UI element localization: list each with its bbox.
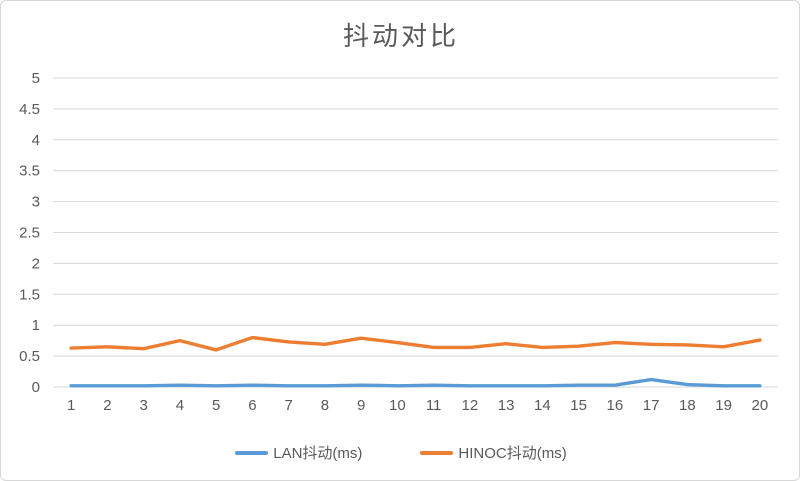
x-tick-label: 5 <box>212 397 220 414</box>
y-tick-label: 0 <box>32 379 40 396</box>
y-tick-label: 3 <box>32 194 40 211</box>
x-tick-label: 19 <box>715 397 732 414</box>
x-tick-label: 17 <box>643 397 660 414</box>
legend-label-hinoc: HINOC抖动(ms) <box>458 445 567 462</box>
y-tick-label: 4.5 <box>19 101 40 118</box>
x-tick-label: 1 <box>67 397 75 414</box>
legend-swatch-lan <box>235 450 269 455</box>
x-tick-label: 9 <box>357 397 365 414</box>
y-tick-label: 1.5 <box>19 286 40 303</box>
legend: LAN抖动(ms) HINOC抖动(ms) <box>1 442 799 463</box>
x-tick-label: 13 <box>498 397 515 414</box>
series-line-1 <box>69 335 762 352</box>
y-tick-label: 2.5 <box>19 225 40 242</box>
x-tick-label: 4 <box>176 397 184 414</box>
y-tick-label: 4 <box>32 132 40 149</box>
x-tick-label: 7 <box>284 397 292 414</box>
x-tick-label: 16 <box>607 397 624 414</box>
x-tick-label: 8 <box>321 397 329 414</box>
y-tick-label: 1 <box>32 317 40 334</box>
y-tick-label: 5 <box>32 70 40 87</box>
x-tick-label: 11 <box>426 397 442 414</box>
x-tick-label: 10 <box>389 397 406 414</box>
y-tick-label: 3.5 <box>19 163 40 180</box>
legend-item-lan: LAN抖动(ms) <box>235 442 362 463</box>
x-tick-label: 14 <box>534 397 551 414</box>
y-tick-label: 2 <box>32 255 40 272</box>
legend-label-lan: LAN抖动(ms) <box>273 445 363 462</box>
x-tick-label: 18 <box>679 397 696 414</box>
y-tick-label: 0.5 <box>19 348 40 365</box>
x-tick-label: 3 <box>139 397 147 414</box>
x-tick-label: 15 <box>570 397 587 414</box>
legend-item-hinoc: HINOC抖动(ms) <box>420 442 567 463</box>
x-tick-label: 12 <box>462 397 479 414</box>
series-line-0 <box>69 377 762 388</box>
x-tick-label: 2 <box>103 397 111 414</box>
x-tick-label: 20 <box>752 397 769 414</box>
x-tick-label: 6 <box>248 397 256 414</box>
legend-swatch-hinoc <box>420 450 454 455</box>
